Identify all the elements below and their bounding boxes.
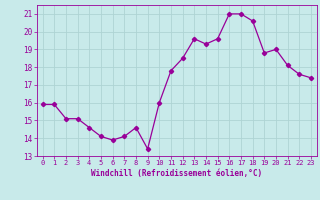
X-axis label: Windchill (Refroidissement éolien,°C): Windchill (Refroidissement éolien,°C) — [91, 169, 262, 178]
